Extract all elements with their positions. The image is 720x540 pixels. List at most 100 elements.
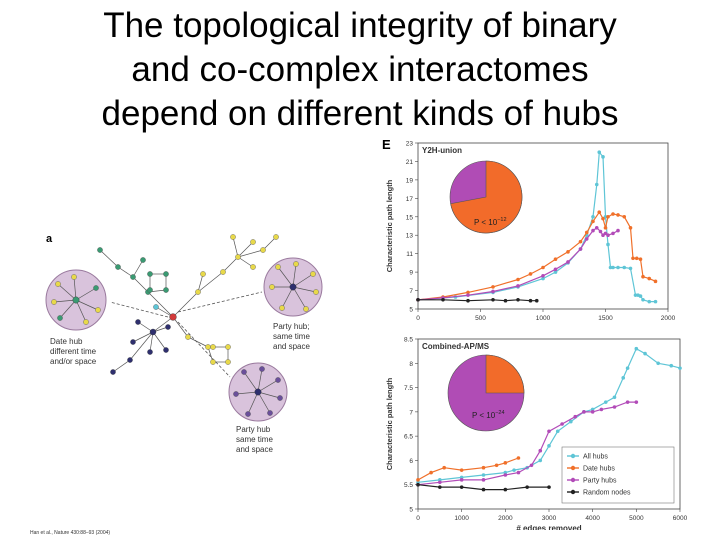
data-point <box>503 461 508 465</box>
data-point <box>603 231 608 236</box>
y-axis-label: Characteristic path length <box>385 179 394 272</box>
y-tick-label: 7.5 <box>404 385 413 392</box>
data-point <box>491 297 495 302</box>
data-point <box>591 228 595 233</box>
chart-title: Y2H-union <box>422 146 462 155</box>
data-point <box>503 298 508 303</box>
data-point <box>516 284 520 288</box>
legend-marker <box>570 465 576 471</box>
data-point <box>603 226 608 230</box>
y-tick-label: 15 <box>406 214 414 221</box>
party-hub-label-bottom: Party hub same time and space <box>236 425 275 454</box>
series-line-random-nodes <box>418 299 537 302</box>
data-point <box>547 444 551 448</box>
data-point <box>466 293 470 297</box>
data-point <box>625 400 630 404</box>
data-point <box>491 289 495 294</box>
data-point <box>578 247 583 251</box>
x-tick-label: 1000 <box>454 515 469 522</box>
data-point <box>528 272 533 276</box>
title-line-3: depend on different kinds of hubs <box>101 94 619 133</box>
data-point <box>547 429 551 434</box>
date-hub-label: Date hub different time and/or space <box>50 337 98 366</box>
data-point <box>678 366 682 370</box>
data-point <box>594 226 599 230</box>
data-point <box>553 257 558 261</box>
data-point <box>638 257 643 261</box>
data-point <box>653 299 658 304</box>
data-point <box>534 298 539 303</box>
data-point <box>541 274 545 278</box>
data-point <box>525 485 529 489</box>
data-point <box>547 485 551 489</box>
data-point <box>538 458 543 463</box>
y-tick-label: 17 <box>406 196 414 203</box>
data-point <box>590 410 595 414</box>
data-point <box>459 468 464 472</box>
data-point <box>481 465 486 470</box>
x-axis-label: # edges removed <box>516 524 581 530</box>
data-point <box>541 265 545 270</box>
data-point <box>606 233 610 238</box>
data-point <box>553 267 558 272</box>
legend-box <box>561 446 675 504</box>
x-tick-label: 1000 <box>536 315 551 322</box>
data-point <box>555 429 560 434</box>
data-point <box>438 480 442 485</box>
y-tick-label: 9 <box>409 270 413 277</box>
data-point <box>641 274 645 279</box>
data-point <box>611 212 615 216</box>
data-point <box>641 297 645 302</box>
y-tick-label: 5 <box>409 507 413 514</box>
data-point <box>582 410 586 414</box>
data-point <box>603 400 608 404</box>
y-tick-label: 7 <box>409 288 413 295</box>
network-diagram-panel: a <box>38 222 368 522</box>
data-point <box>569 419 573 424</box>
y-tick-label: 11 <box>406 251 413 258</box>
legend-marker <box>570 489 576 495</box>
robustness-charts-panel: E Y2H-union 5 7 9 11 13 15 17 19 21 23 0 500 1000 1500… <box>378 135 708 533</box>
data-point <box>429 470 433 475</box>
data-point <box>647 299 652 304</box>
y-tick-label: 6 <box>409 458 413 465</box>
data-point <box>553 270 558 274</box>
pie-p-exponent: −12 <box>497 217 506 223</box>
data-point <box>573 414 577 419</box>
arrow-to-party-hub-right <box>177 291 263 313</box>
x-tick-label: 6000 <box>673 515 688 522</box>
data-point <box>491 285 495 289</box>
data-point <box>584 237 589 241</box>
data-point <box>503 487 508 492</box>
data-point <box>622 214 627 219</box>
data-point <box>598 229 603 234</box>
x-tick-label: 2000 <box>661 315 676 322</box>
data-point <box>608 265 613 270</box>
data-point <box>516 470 521 475</box>
network-diagram: a <box>45 233 323 454</box>
legend-label: Party hubs <box>583 478 617 485</box>
data-point <box>621 376 626 380</box>
y-tick-label: 8 <box>409 361 413 368</box>
data-point <box>591 219 595 224</box>
data-point <box>591 214 595 219</box>
data-point <box>541 276 545 281</box>
pie-slice-orange <box>485 354 525 394</box>
y-tick-label: 5.5 <box>404 482 413 489</box>
data-point <box>516 277 520 282</box>
data-point <box>459 478 464 482</box>
data-point <box>459 485 464 489</box>
y-tick-label: 19 <box>406 177 414 184</box>
data-point <box>669 363 674 368</box>
x-tick-label: 5000 <box>629 515 644 522</box>
citation: Han et al., Nature 430:88–93 (2004) <box>30 530 111 536</box>
data-point <box>606 214 610 219</box>
y-tick-label: 13 <box>406 233 414 240</box>
y-tick-label: 23 <box>406 141 414 148</box>
panel-e-letter: E <box>382 137 391 152</box>
chart-1: Y2H-union 5 7 9 11 13 15 17 19 21 23 0 500 1000 1500 20… <box>385 141 676 323</box>
data-point <box>643 351 647 356</box>
data-point <box>647 276 652 281</box>
chart-title: Combined-AP/MS <box>422 342 490 351</box>
x-tick-label: 1500 <box>598 315 613 322</box>
